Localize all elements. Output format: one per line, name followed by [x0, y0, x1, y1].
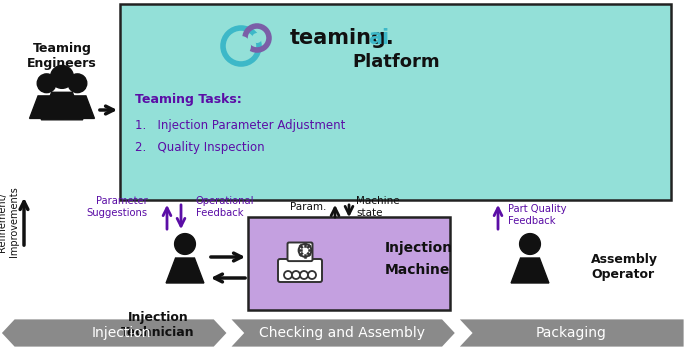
Text: Platform: Platform [352, 53, 440, 71]
Text: Operational
Feedback: Operational Feedback [196, 196, 255, 218]
Text: Parameter
Suggestions: Parameter Suggestions [87, 196, 148, 218]
Text: Teaming Tasks:: Teaming Tasks: [135, 94, 242, 107]
FancyBboxPatch shape [248, 217, 450, 310]
Text: Teaming
Engineers: Teaming Engineers [27, 42, 97, 70]
Circle shape [299, 244, 312, 257]
Text: Param.: Param. [290, 202, 326, 212]
Circle shape [300, 271, 308, 279]
Polygon shape [29, 96, 64, 118]
Circle shape [37, 74, 56, 93]
Polygon shape [457, 318, 685, 348]
Text: Machine
state: Machine state [356, 196, 399, 218]
Text: ai: ai [368, 28, 389, 48]
Circle shape [231, 36, 251, 56]
Text: Checking and Assembly: Checking and Assembly [260, 326, 425, 340]
Text: Refinement/
Improvements: Refinement/ Improvements [0, 187, 18, 257]
FancyBboxPatch shape [120, 4, 671, 200]
Text: Packaging: Packaging [536, 326, 606, 340]
Text: Injection
Technician: Injection Technician [121, 311, 195, 339]
Circle shape [252, 33, 262, 43]
Circle shape [520, 234, 540, 254]
Circle shape [51, 65, 73, 88]
FancyBboxPatch shape [288, 243, 312, 261]
Text: Assembly
Operator: Assembly Operator [591, 253, 658, 281]
Text: Injection: Injection [385, 241, 453, 255]
Circle shape [175, 234, 195, 254]
Circle shape [292, 271, 300, 279]
Polygon shape [228, 318, 457, 348]
Polygon shape [166, 258, 204, 283]
Polygon shape [41, 92, 83, 120]
Circle shape [308, 271, 316, 279]
FancyBboxPatch shape [278, 259, 322, 282]
Text: Injection: Injection [91, 326, 151, 340]
Polygon shape [0, 318, 228, 348]
Polygon shape [511, 258, 549, 283]
Text: 1.   Injection Parameter Adjustment: 1. Injection Parameter Adjustment [135, 119, 345, 132]
Text: Machine: Machine [385, 263, 450, 277]
Circle shape [68, 74, 87, 93]
Text: Part Quality
Feedback: Part Quality Feedback [508, 204, 566, 226]
Circle shape [284, 271, 292, 279]
Text: 2.   Quality Inspection: 2. Quality Inspection [135, 140, 264, 153]
Polygon shape [60, 96, 95, 118]
Text: teaming.: teaming. [290, 28, 395, 48]
